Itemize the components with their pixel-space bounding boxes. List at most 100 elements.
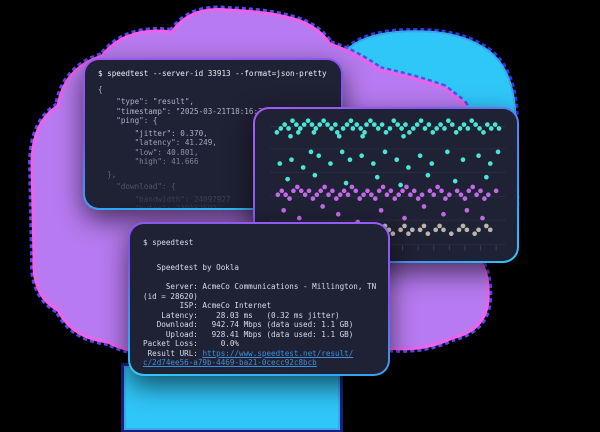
data-point-purple xyxy=(411,188,417,194)
data-point-gray xyxy=(433,227,439,233)
data-point-gray xyxy=(487,227,493,233)
terminal-output-line: Upload: 928.41 Mbps (data used: 1.1 GB) xyxy=(143,329,354,339)
data-point-purple xyxy=(458,192,464,198)
data-point-cyan xyxy=(317,122,323,127)
data-point-purple xyxy=(283,192,288,198)
data-point-cyan xyxy=(336,133,342,139)
data-point-cyan xyxy=(288,133,293,139)
result-url-link[interactable]: https://www.speedtest.net/result/ xyxy=(202,348,354,358)
data-point-cyan xyxy=(461,122,467,127)
data-point-purple xyxy=(279,188,285,194)
data-point-purple xyxy=(478,188,483,194)
data-point-cyan xyxy=(311,130,317,135)
terminal-output-line: "bytes": 239152592 xyxy=(98,204,328,208)
data-point-purple xyxy=(369,192,374,198)
data-point-cyan xyxy=(438,122,443,127)
data-point-gray xyxy=(460,223,466,229)
data-point-cyan xyxy=(332,122,338,127)
data-point-purple xyxy=(446,192,452,198)
data-point-cyan xyxy=(457,126,463,131)
data-point-purple xyxy=(431,192,437,198)
data-point-purple xyxy=(281,207,287,213)
data-point-gray xyxy=(390,231,396,237)
terminal-speedtest-screen: $ speedtest Speedtest by Ookla Server: A… xyxy=(130,224,388,374)
data-point-cyan xyxy=(334,130,340,135)
data-point-cyan xyxy=(473,122,478,127)
data-point-cyan xyxy=(399,126,404,131)
terminal-output-line: Server: AcmeCo Communications - Millingt… xyxy=(143,282,377,291)
data-point-purple xyxy=(464,207,470,213)
data-point-purple xyxy=(302,192,308,198)
data-point-purple xyxy=(287,196,292,201)
data-point-cyan xyxy=(300,165,306,170)
data-point-purple xyxy=(310,196,316,201)
data-point-purple xyxy=(294,184,300,190)
data-point-cyan xyxy=(383,130,389,135)
data-point-cyan xyxy=(394,157,400,163)
data-point-cyan xyxy=(395,122,401,127)
data-point-purple xyxy=(435,184,440,190)
data-point-purple xyxy=(335,211,341,217)
data-point-cyan xyxy=(305,118,311,124)
data-point-purple xyxy=(462,196,468,201)
data-point-cyan xyxy=(445,149,450,155)
data-point-cyan xyxy=(407,130,412,135)
data-point-purple xyxy=(341,188,347,194)
data-point-cyan xyxy=(370,161,376,166)
data-point-purple xyxy=(357,196,363,201)
data-point-purple xyxy=(427,188,433,194)
data-point-cyan xyxy=(295,130,301,135)
data-point-cyan xyxy=(391,118,397,124)
data-point-cyan xyxy=(414,122,420,127)
data-point-purple xyxy=(353,188,359,194)
data-point-cyan xyxy=(488,126,494,131)
data-point-purple xyxy=(296,215,302,221)
data-point-cyan xyxy=(368,118,373,124)
data-point-purple xyxy=(384,192,390,198)
result-url-link[interactable]: c/2d74ee56-a79b-4469-ba21-0cecc92c8bcb xyxy=(143,358,317,367)
data-point-purple xyxy=(298,188,304,194)
data-point-gray xyxy=(476,227,481,233)
data-point-cyan xyxy=(401,133,406,139)
terminal-command-line: $ speedtest --server-id 33913 --format=j… xyxy=(98,69,327,78)
terminal-output-line: "latency": 41.249, xyxy=(98,138,217,147)
data-point-cyan xyxy=(487,161,493,166)
data-point-gray xyxy=(448,231,454,237)
data-point-purple xyxy=(337,192,343,198)
data-point-purple xyxy=(291,188,296,194)
data-point-gray xyxy=(425,231,431,237)
data-point-purple xyxy=(470,184,476,190)
data-point-cyan xyxy=(442,126,447,131)
data-point-cyan xyxy=(495,149,501,155)
data-point-gray xyxy=(398,227,403,233)
data-point-purple xyxy=(493,188,499,194)
data-point-purple xyxy=(421,204,427,209)
data-point-cyan xyxy=(374,174,380,180)
data-point-cyan xyxy=(425,172,431,178)
data-point-purple xyxy=(376,188,382,194)
data-point-purple xyxy=(326,192,331,198)
data-point-gray xyxy=(421,223,427,229)
terminal-output-line: (id = 28620) xyxy=(143,291,198,301)
data-point-gray xyxy=(441,227,446,233)
data-point-gray xyxy=(437,223,442,229)
data-point-purple xyxy=(474,192,479,198)
data-point-cyan xyxy=(343,180,349,186)
data-point-purple xyxy=(400,188,405,194)
terminal-speedtest-window: $ speedtest Speedtest by Ookla Server: A… xyxy=(128,222,390,376)
data-point-gray xyxy=(409,227,415,233)
data-point-cyan xyxy=(430,130,436,135)
data-point-cyan xyxy=(434,126,440,131)
data-point-cyan xyxy=(328,161,333,166)
data-point-purple xyxy=(485,192,491,198)
data-point-purple xyxy=(392,196,398,201)
data-point-cyan xyxy=(339,149,345,155)
data-point-cyan xyxy=(297,126,303,131)
data-point-cyan xyxy=(387,126,393,131)
data-point-cyan xyxy=(316,153,322,159)
data-point-cyan xyxy=(360,133,365,139)
data-point-cyan xyxy=(375,126,381,131)
data-point-cyan xyxy=(359,153,364,159)
data-point-cyan xyxy=(364,122,369,127)
data-point-cyan xyxy=(348,118,354,124)
